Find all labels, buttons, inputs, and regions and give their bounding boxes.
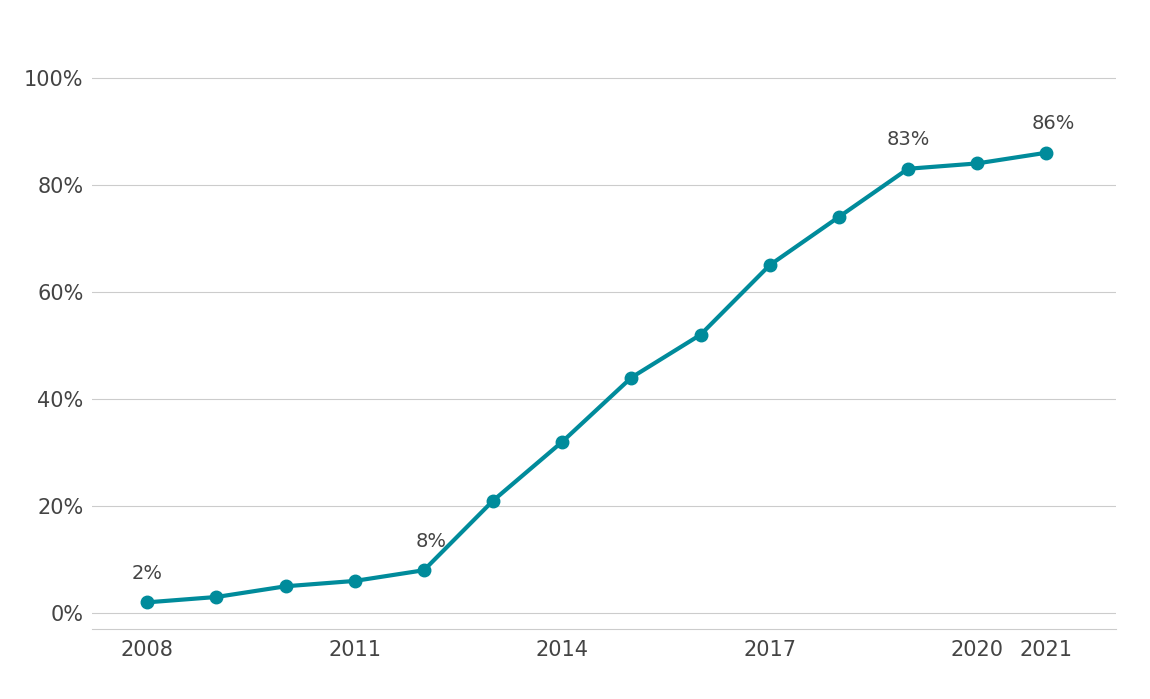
Text: 8%: 8% (415, 532, 446, 551)
Text: 83%: 83% (887, 130, 929, 150)
Text: 2%: 2% (132, 564, 163, 583)
Text: 86%: 86% (1032, 114, 1075, 134)
